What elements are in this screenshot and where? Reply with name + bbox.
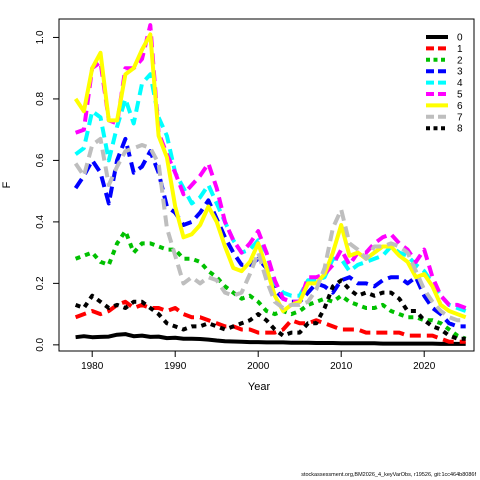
y-axis: 0.0 0.2 0.4 0.6 0.8 1.0	[35, 30, 59, 352]
legend-entry-8: 8	[426, 124, 463, 135]
series-line-3	[73, 136, 466, 329]
x-tick-label: 2000	[247, 361, 270, 372]
y-tick-label: 0.4	[35, 215, 46, 229]
legend-entry-0: 0	[426, 33, 463, 44]
series-line-8	[74, 278, 466, 341]
x-tick-label: 1980	[81, 361, 104, 372]
plot-frame	[58, 18, 475, 352]
legend-entry-6: 6	[426, 101, 463, 112]
y-tick-label: 0.6	[35, 153, 46, 167]
legend-entry-2: 2	[426, 55, 463, 66]
series-line-5	[74, 23, 467, 310]
x-tick-label: 2020	[413, 361, 436, 372]
x-axis: 1980 1990 2000 2010 2020	[81, 351, 436, 372]
legend-label-5: 5	[457, 90, 463, 101]
series-line-1	[74, 299, 466, 344]
series-line-6	[73, 32, 467, 320]
legend-label-6: 6	[457, 101, 463, 112]
y-tick-label: 1.0	[35, 30, 46, 44]
x-tick-label: 2010	[330, 361, 353, 372]
legend-entry-1: 1	[426, 44, 463, 55]
legend-label-8: 8	[457, 124, 463, 135]
plot-lines	[73, 23, 467, 346]
legend-label-4: 4	[457, 78, 463, 89]
footnote: stockassessment.org,BM2026_4_keyVarObs, …	[301, 472, 476, 478]
legend-entry-4: 4	[426, 78, 463, 89]
legend-entry-3: 3	[426, 67, 463, 78]
legend-label-2: 2	[457, 55, 463, 66]
legend-entry-7: 7	[426, 112, 463, 123]
x-axis-title: Year	[248, 381, 271, 393]
legend-entry-5: 5	[426, 90, 463, 101]
series-line-0	[75, 332, 466, 346]
y-tick-label: 0.0	[35, 337, 46, 351]
series-line-7	[73, 136, 466, 323]
y-tick-label: 0.8	[35, 92, 46, 106]
y-axis-title: F	[1, 181, 13, 188]
series-line-2	[74, 229, 467, 341]
y-tick-label: 0.2	[35, 276, 46, 290]
legend-label-1: 1	[457, 44, 463, 55]
legend-label-7: 7	[457, 112, 463, 123]
legend-label-3: 3	[457, 67, 463, 78]
legend-label-0: 0	[457, 33, 463, 44]
x-tick-label: 1990	[164, 361, 187, 372]
